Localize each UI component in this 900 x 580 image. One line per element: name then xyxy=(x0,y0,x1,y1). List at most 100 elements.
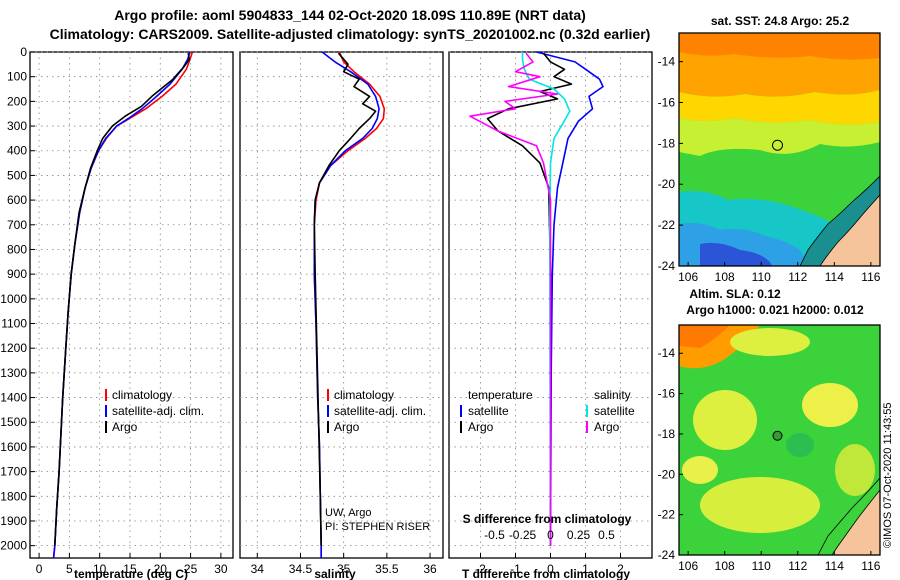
pi-credit-line-2: PI: STEPHEN RISER xyxy=(325,521,430,533)
map-y-tick-label: -14 xyxy=(658,346,676,360)
map-y-tick-label: -18 xyxy=(658,136,676,150)
map-x-tick-label: 116 xyxy=(861,270,880,284)
salinity-legend: climatology satellite-adj. clim. Argo UW… xyxy=(325,388,430,533)
map-x-tick-label: 106 xyxy=(678,270,698,284)
salinity-series-line xyxy=(313,52,377,546)
legend-temperature-heading: temperature xyxy=(468,388,533,402)
depth-tick-label: 1500 xyxy=(0,415,27,429)
temperature-series-line xyxy=(52,51,191,559)
salinity-series-line xyxy=(313,51,380,558)
depth-tick-label: 700 xyxy=(7,218,27,232)
argo-position-marker xyxy=(771,139,783,151)
difference-s-tick-label: 0.25 xyxy=(567,528,591,542)
temperature-panel-frame xyxy=(29,51,234,559)
sla-map-frame xyxy=(678,324,881,556)
salinity-panel: 34 34.5 35 35.5 36 xyxy=(240,51,443,576)
depth-tick-label: 900 xyxy=(7,267,27,281)
depth-tick-label: 1900 xyxy=(0,514,27,528)
depth-axis: 0 100 200 300 400 500 600 700 800 900 1000 1100 1200… xyxy=(0,45,35,553)
depth-tick-label: 800 xyxy=(7,242,27,256)
map-x-tick-label: 114 xyxy=(825,559,844,573)
depth-tick-label: 1800 xyxy=(0,489,27,503)
argo-position-marker xyxy=(772,430,783,441)
temperature-series-line xyxy=(52,51,194,559)
map-x-tick-label: 106 xyxy=(678,559,698,573)
difference-s-tick-label: -0.5 xyxy=(484,528,505,542)
legend-t-satellite-label: satellite xyxy=(468,404,509,418)
depth-tick-label: 400 xyxy=(7,144,27,158)
temperature-x-tick-label: 15 xyxy=(123,562,137,576)
map-y-tick-label: -14 xyxy=(658,55,676,69)
imos-credit: ©IMOS 07-Oct-2020 11:43:55 xyxy=(882,403,894,548)
temperature-x-tick-label: 10 xyxy=(93,562,107,576)
depth-tick-label: 600 xyxy=(7,193,27,207)
depth-tick-label: 500 xyxy=(7,168,27,182)
temperature-x-tick-label: 25 xyxy=(184,562,198,576)
map-y-tick-label: -20 xyxy=(658,467,676,481)
difference-series-line xyxy=(536,51,604,546)
depth-tick-label: 1300 xyxy=(0,366,27,380)
sst-map-axes: 106 108 110 112 114 116 -14 -16 -18 -20 -22 -24 xyxy=(658,55,881,284)
temperature-x-tick-label: 0 xyxy=(36,562,43,576)
depth-tick-label: 300 xyxy=(7,119,27,133)
sst-map-field xyxy=(679,33,880,266)
depth-tick-label: 1400 xyxy=(0,391,27,405)
pi-credit-line-1: UW, Argo xyxy=(325,507,371,519)
depth-tick-label: 1100 xyxy=(1,317,27,331)
salinity-x-tick-label: 36 xyxy=(423,562,437,576)
map-y-tick-label: -24 xyxy=(658,259,676,273)
difference-series-line xyxy=(521,52,571,546)
difference-s-tick-label: 0 xyxy=(547,528,554,542)
difference-legend: temperature salinity satellite Argo sate… xyxy=(460,388,635,526)
map-x-tick-label: 112 xyxy=(788,559,807,573)
map-x-tick-label: 114 xyxy=(825,270,844,284)
sst-map-frame xyxy=(678,32,881,267)
map-y-tick-label: -22 xyxy=(658,508,676,522)
legend-argo-label: Argo xyxy=(112,420,138,434)
map-x-tick-label: 116 xyxy=(861,559,880,573)
depth-tick-label: 1600 xyxy=(0,440,27,454)
temperature-legend: climatology satellite-adj. clim. Argo xyxy=(105,388,204,434)
temperature-panel: 0 5 10 15 20 25 30 xyxy=(30,51,233,576)
map-y-tick-label: -18 xyxy=(658,427,676,441)
difference-s-tick-label: -0.25 xyxy=(509,528,537,542)
map-y-tick-label: -16 xyxy=(658,95,676,109)
legend-s-argo-label: Argo xyxy=(594,420,620,434)
sla-map-title: Altim. SLA: 0.12 xyxy=(689,287,781,301)
difference-x-tick-label: 1 xyxy=(582,562,589,576)
difference-xlabel: T difference from climatology xyxy=(462,567,630,580)
depth-tick-label: 1700 xyxy=(0,465,27,479)
s-difference-label: S difference from climatology xyxy=(463,512,632,526)
difference-x-tick-label: -1 xyxy=(510,562,521,576)
map-y-tick-label: -20 xyxy=(658,177,676,191)
map-y-tick-label: -16 xyxy=(658,387,676,401)
legend-climatology-label: climatology xyxy=(112,388,172,402)
temperature-xlabel: temperature (deg C) xyxy=(74,567,188,580)
map-x-tick-label: 108 xyxy=(715,559,735,573)
map-x-tick-label: 108 xyxy=(715,270,735,284)
difference-series-line xyxy=(469,52,559,546)
salinity-series-line xyxy=(313,51,386,558)
sst-map-title: sat. SST: 24.8 Argo: 25.2 xyxy=(711,14,850,28)
salinity-panel-frame xyxy=(239,51,444,559)
difference-x-tick-label: 0 xyxy=(547,562,554,576)
salinity-x-tick-label: 34 xyxy=(251,562,265,576)
difference-x-tick-label: -2 xyxy=(475,562,486,576)
depth-tick-label: 2000 xyxy=(0,539,27,553)
difference-s-tick-label: 0.5 xyxy=(598,528,615,542)
temperature-series-line xyxy=(54,53,191,546)
temperature-x-tick-label: 20 xyxy=(154,562,168,576)
map-x-tick-label: 110 xyxy=(752,559,771,573)
legend-satellite-label: satellite-adj. clim. xyxy=(334,404,426,418)
depth-tick-label: 1000 xyxy=(0,292,27,306)
legend-argo-label: Argo xyxy=(334,420,360,434)
header-line-2: Climatology: CARS2009. Satellite-adjuste… xyxy=(50,26,651,42)
map-x-tick-label: 110 xyxy=(752,270,771,284)
map-y-tick-label: -24 xyxy=(658,548,676,562)
legend-salinity-heading: salinity xyxy=(594,388,631,402)
depth-tick-label: 200 xyxy=(7,94,27,108)
difference-panel: -2 -1 0 1 2 -0.5 -0.25 0 0.25 0.5 xyxy=(449,51,652,576)
legend-climatology-label: climatology xyxy=(334,388,394,402)
sla-map-axes: 106 108 110 112 114 116 -14 -16 -18 -20 -22 -24 xyxy=(658,346,881,573)
